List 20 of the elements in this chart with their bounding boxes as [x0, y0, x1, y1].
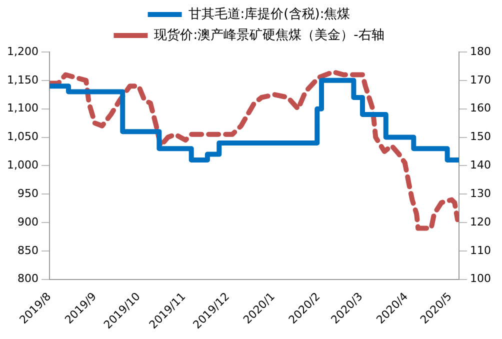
- y2-tick-label: 170: [470, 73, 492, 86]
- y2-tick-label: 120: [470, 215, 492, 228]
- y-tick-label: 1,000: [6, 158, 38, 172]
- legend-label: 甘其毛道:库提价(含税):焦煤: [188, 6, 350, 22]
- y-tick-label: 850: [17, 244, 38, 257]
- y-tick-label: 900: [17, 215, 38, 228]
- y-tick-label: 950: [17, 186, 38, 200]
- y2-tick-label: 130: [470, 186, 492, 200]
- y2-tick-label: 140: [470, 158, 492, 172]
- y2-tick-label: 100: [470, 272, 492, 286]
- y-tick-label: 1,050: [6, 130, 38, 144]
- y2-tick-label: 160: [470, 102, 492, 115]
- legend-label: 现货价:澳产峰景矿硬焦煤（美金）-右轴: [154, 26, 384, 43]
- y-tick-label: 1,150: [6, 73, 38, 86]
- y-tick-label: 1,200: [6, 44, 38, 58]
- y2-tick-label: 150: [470, 130, 492, 144]
- y2-tick-label: 110: [470, 244, 492, 257]
- y2-tick-label: 180: [470, 44, 492, 58]
- y-tick-label: 800: [17, 272, 38, 286]
- y-tick-label: 1,100: [6, 102, 38, 115]
